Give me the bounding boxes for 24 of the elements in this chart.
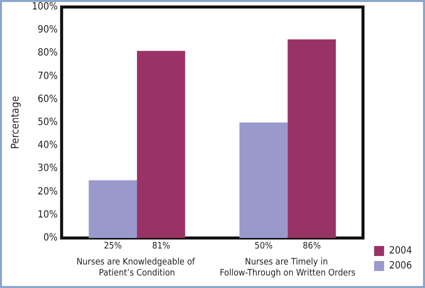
y-tick-label: 10% xyxy=(38,209,58,220)
bar xyxy=(136,50,186,238)
y-tick-label: 80% xyxy=(38,48,58,59)
data-label: 50% xyxy=(254,242,273,252)
y-tick-label: 0% xyxy=(43,232,58,244)
y-tick-label: 30% xyxy=(38,163,58,174)
bar xyxy=(239,122,288,238)
y-tick-label: 20% xyxy=(38,186,58,198)
y-tick-label: 50% xyxy=(38,117,58,128)
x-tick-label: Nurses are Knowledgeable of Patient’s Condition xyxy=(76,258,198,278)
y-tick-label: 70% xyxy=(38,70,58,82)
y-tick-label: 100% xyxy=(32,2,58,12)
data-label: 25% xyxy=(104,242,122,252)
data-label: 86% xyxy=(302,242,322,252)
legend-label: 2004 xyxy=(389,246,412,256)
y-tick-label: 60% xyxy=(38,94,58,105)
bar xyxy=(288,39,336,238)
legend-label: 2006 xyxy=(389,260,412,272)
y-tick-label: 90% xyxy=(38,24,58,36)
y-tick-label: 40% xyxy=(38,140,58,152)
x-tick-label: Nurses are Timely in Follow-Through on Written Orders xyxy=(220,258,356,278)
data-label: 81% xyxy=(152,242,170,252)
y-axis-title: Percentage xyxy=(10,96,22,150)
bar xyxy=(88,180,137,238)
